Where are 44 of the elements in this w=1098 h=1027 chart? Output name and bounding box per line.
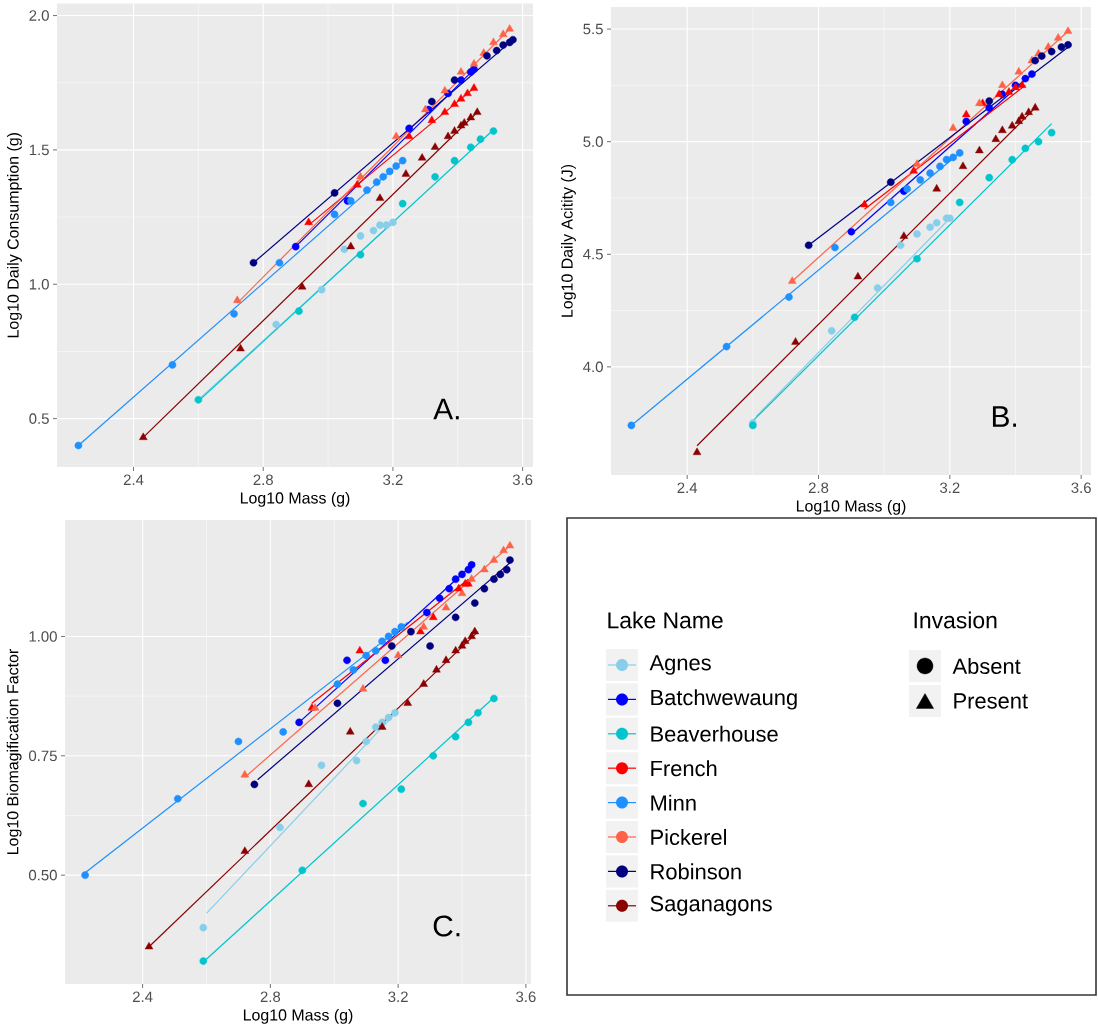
- x-tick-label: 2.4: [123, 474, 144, 485]
- x-tick-label: 3.6: [516, 991, 536, 1003]
- text: Invasion: [914, 611, 997, 629]
- y-tick-label: 5.0: [583, 136, 603, 147]
- y-tick-label: 1.00: [29, 631, 57, 642]
- legend-label: Saganagons: [650, 895, 772, 916]
- y-axis-title: Log10 Daily Acitity (J): [561, 164, 576, 317]
- x-tick-label: 2.4: [132, 991, 153, 1002]
- legend-label: Pickerel: [651, 828, 727, 846]
- y-tick-label: 4.5: [583, 249, 603, 260]
- x-axis-title: Log10 Mass (g): [240, 491, 350, 507]
- legend-label: Batchwewaung: [651, 689, 797, 710]
- x-tick-label: 3.2: [940, 482, 960, 494]
- annotation: C.: [433, 915, 460, 937]
- y-tick-label: 2.0: [29, 10, 49, 21]
- x-tick-label: 3.2: [388, 991, 408, 1003]
- legend-label: Beaverhouse: [651, 725, 778, 742]
- x-tick-label: 3.6: [512, 474, 533, 486]
- annotation: B.: [992, 406, 1017, 427]
- x-tick-label: 2.4: [677, 482, 698, 493]
- legend-title: Lake Name: [608, 611, 723, 629]
- x-tick-label: 2.8: [260, 991, 281, 1003]
- x-tick-label: 2.8: [808, 482, 829, 494]
- y-axis-title: Log10 Biomagification Factor: [6, 649, 22, 854]
- legend-label: Agnes: [649, 655, 711, 675]
- y-tick-label: 0.75: [28, 750, 57, 762]
- annotation: A.: [433, 398, 459, 420]
- y-tick-label: 1.0: [29, 278, 49, 290]
- y-tick-label: 5.5: [583, 23, 603, 35]
- x-axis-title: Log10 Mass (g): [796, 499, 906, 515]
- x-axis-title: Log10 Mass (g): [243, 1008, 353, 1024]
- legend-label: French: [651, 760, 717, 777]
- legend-label: Robinson: [651, 863, 741, 880]
- y-tick-label: 0.5: [29, 413, 49, 424]
- text: Absent: [952, 657, 1021, 675]
- y-tick-label: 1.5: [29, 144, 49, 156]
- y-axis-title: Log10 Daily Consumption (g): [7, 133, 22, 338]
- x-tick-label: 2.8: [253, 474, 273, 486]
- y-tick-label: 4.0: [583, 361, 603, 373]
- text: Present: [954, 693, 1028, 709]
- x-tick-label: 3.6: [1071, 482, 1091, 494]
- x-tick-label: 3.2: [383, 474, 403, 486]
- legend-label: Minn: [651, 794, 696, 811]
- y-tick-label: 0.50: [28, 869, 57, 881]
